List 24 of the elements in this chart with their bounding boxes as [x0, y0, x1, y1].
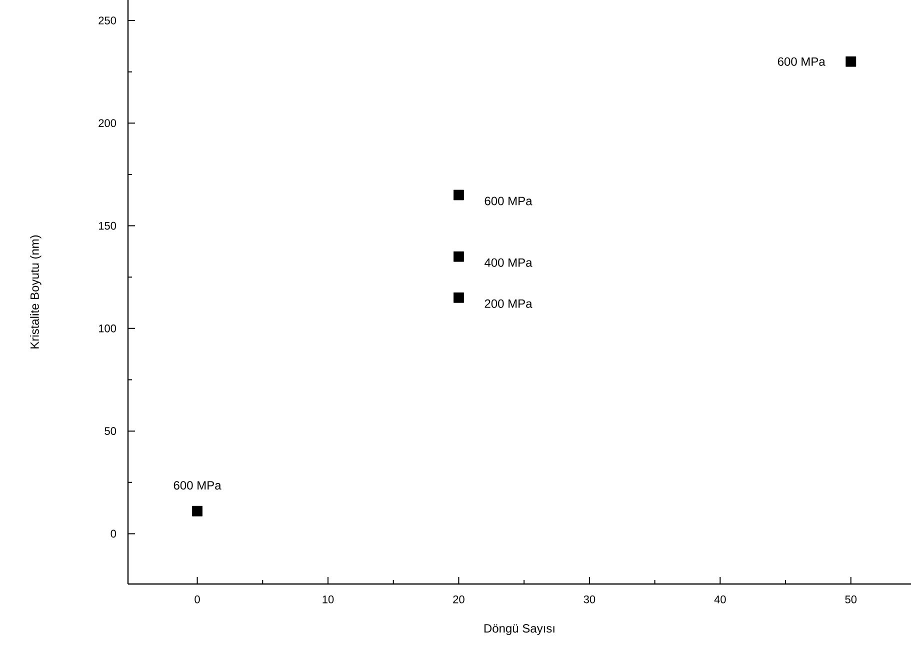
- annotation: 600 MPa: [484, 196, 532, 206]
- point: [846, 56, 856, 67]
- annotation: 600 MPa: [174, 481, 222, 490]
- y-tick-label: 0: [110, 530, 116, 538]
- x-tick-label: 10: [322, 596, 334, 604]
- y-tick-label: 100: [98, 324, 116, 332]
- annotation: 200 MPa: [484, 299, 532, 308]
- annotation: 600 MPa: [778, 57, 826, 66]
- point: [192, 506, 202, 516]
- x-tick-label: 40: [714, 596, 726, 604]
- point: [454, 292, 464, 303]
- x-tick-label: 0: [194, 596, 200, 604]
- annotation: 400 MPa: [484, 258, 532, 267]
- y-axis-title: Kristalite Boyutu (nm): [30, 235, 42, 348]
- y-tick-label: 200: [98, 119, 116, 128]
- x-tick-label: 50: [845, 596, 857, 604]
- x-tick-label: 30: [584, 596, 596, 604]
- y-tick-label: 150: [98, 222, 116, 230]
- y-tick-label: 250: [98, 16, 116, 24]
- point: [454, 251, 464, 262]
- y-tick-label: 50: [104, 427, 116, 435]
- x-axis-title: Döngü Sayısı: [484, 624, 554, 636]
- point: [454, 190, 464, 200]
- x-tick-label: 20: [453, 596, 464, 604]
